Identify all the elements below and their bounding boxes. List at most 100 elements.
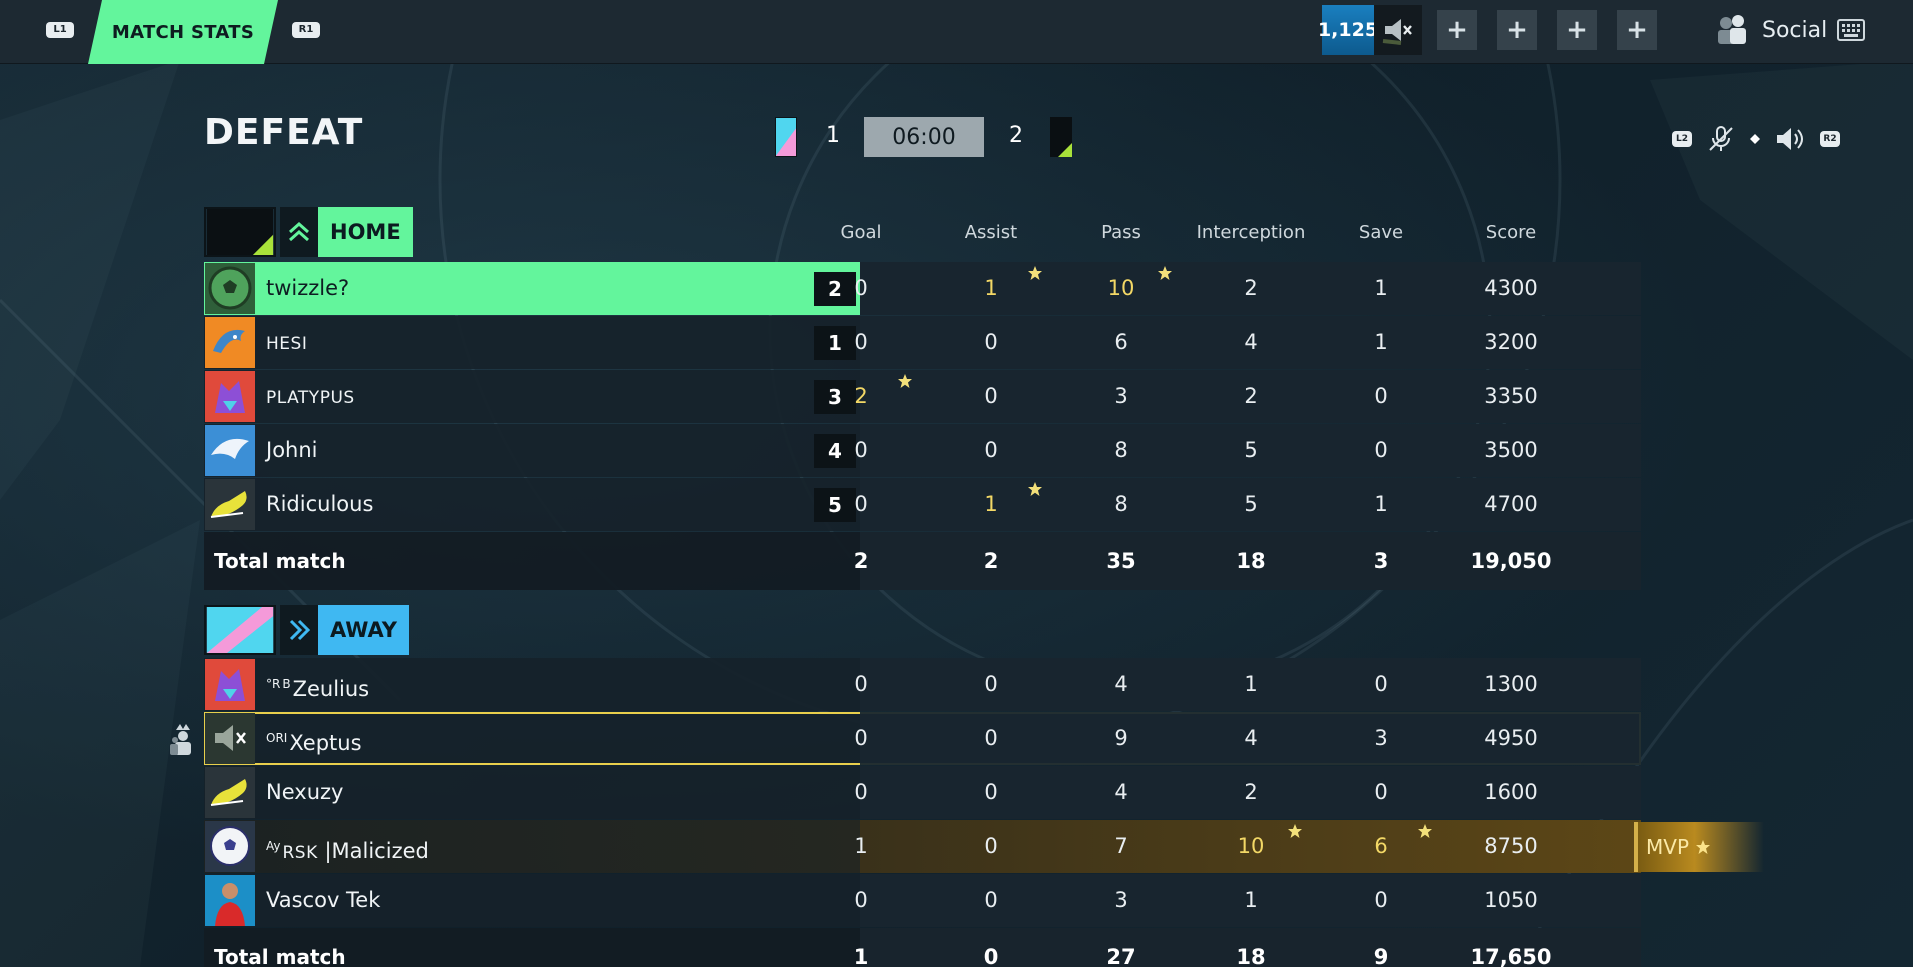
total-goal: 2 [853, 549, 869, 573]
speaker-icon[interactable] [1774, 124, 1806, 154]
column-header-pass: Pass [1101, 222, 1141, 243]
player-row[interactable]: Nexuzy 0 0 4 2 0 1600 [204, 766, 1641, 819]
player-number-badge: 1 [814, 326, 856, 360]
away-team-flag-icon [1050, 117, 1072, 157]
player-number-badge: 5 [814, 488, 856, 522]
column-header-goal: Goal [840, 222, 882, 243]
total-save: 9 [1373, 945, 1389, 967]
stat-goal: 0 [854, 438, 868, 462]
top-bar: L1 MATCH STATS R1 1,125 + + + + Social [0, 0, 1913, 64]
stat-score: 1050 [1484, 888, 1538, 912]
l1-button-hint[interactable]: L1 [46, 22, 74, 38]
party-slot-2[interactable]: + [1497, 10, 1537, 50]
r2-button-hint[interactable]: R2 [1820, 131, 1840, 147]
stat-goal: 0 [854, 492, 868, 516]
stat-goal: 0 [854, 672, 868, 696]
stat-save: 1 [1374, 492, 1388, 516]
player-row[interactable]: ORIXeptus 0 0 9 4 3 4950 [204, 712, 1641, 765]
player-name-text: HESI [266, 334, 308, 354]
star-icon [1157, 265, 1173, 281]
player-row[interactable]: PLATYPUS 3 2 0 3 2 0 3350 [204, 370, 1641, 423]
stat-goal: 0 [854, 330, 868, 354]
player-row[interactable]: HESI 1 0 0 6 4 1 3200 [204, 316, 1641, 369]
total-interception: 18 [1236, 945, 1266, 967]
player-row[interactable]: °R BZeulius 0 0 4 1 0 1300 [204, 658, 1641, 711]
player-number-badge: 4 [814, 434, 856, 468]
player-name-text: Nexuzy [266, 780, 344, 804]
stat-cells [860, 712, 1641, 765]
star-icon [1417, 823, 1433, 839]
player-row[interactable]: Ridiculous 5 0 1 8 5 1 4700 [204, 478, 1641, 531]
stat-assist: 0 [984, 888, 998, 912]
stat-score: 3500 [1484, 438, 1538, 462]
player-row[interactable]: Vascov Tek 0 0 3 1 0 1050 [204, 874, 1641, 927]
player-row[interactable]: Ay RSK |Malicized 1 0 7 10 6 8750 [204, 820, 1641, 873]
stat-score: 4300 [1484, 276, 1538, 300]
player-name: PLATYPUS [266, 370, 355, 423]
player-name-text: Johni [266, 438, 318, 462]
column-header-interception: Interception [1196, 222, 1306, 243]
stat-pass: 4 [1114, 780, 1128, 804]
player-name-text: |Malicized [324, 839, 429, 863]
stat-save: 0 [1374, 780, 1388, 804]
player-name: Ridiculous [266, 478, 373, 531]
stat-cells [860, 820, 1641, 873]
wolf-avatar [205, 659, 255, 710]
stat-cells [860, 370, 1641, 423]
star-icon [897, 373, 913, 389]
stat-assist: 1 [984, 276, 998, 300]
keyboard-icon [1837, 19, 1866, 41]
player-name: Johni [266, 424, 318, 477]
tab-match-stats[interactable]: MATCH STATS [88, 0, 278, 64]
player-name-text: Vascov Tek [266, 888, 381, 912]
yellow-boot-avatar [205, 479, 255, 530]
stat-interception: 10 [1237, 834, 1265, 858]
stat-assist: 0 [984, 384, 998, 408]
stat-pass: 7 [1114, 834, 1128, 858]
stat-save: 0 [1374, 672, 1388, 696]
social-label: Social [1762, 17, 1828, 43]
currency-counter[interactable]: 1,125 [1318, 5, 1378, 55]
match-result: DEFEAT [204, 112, 364, 153]
bird-avatar [205, 425, 255, 476]
stat-assist: 0 [984, 726, 998, 750]
stat-cells [860, 658, 1641, 711]
stat-interception: 2 [1244, 780, 1258, 804]
stat-assist: 0 [984, 438, 998, 462]
stat-goal: 0 [854, 726, 868, 750]
stat-assist: 1 [984, 492, 998, 516]
stat-score: 1600 [1484, 780, 1538, 804]
stat-save: 3 [1374, 726, 1388, 750]
player-row[interactable]: Johni 4 0 0 8 5 0 3500 [204, 424, 1641, 477]
stat-pass: 3 [1114, 384, 1128, 408]
stat-assist: 0 [984, 330, 998, 354]
l2-button-hint[interactable]: L2 [1672, 131, 1692, 147]
player-name: °R BZeulius [266, 658, 369, 711]
column-header-assist: Assist [964, 222, 1018, 243]
player-tag: Ay [266, 839, 281, 853]
player-tag: ORI [266, 731, 288, 745]
r1-button-hint[interactable]: R1 [292, 22, 320, 38]
total-score: 17,650 [1470, 945, 1552, 967]
mic-off-icon[interactable] [1706, 124, 1736, 154]
stat-pass: 3 [1114, 888, 1128, 912]
social-button[interactable]: Social [1712, 12, 1866, 48]
column-header-save: Save [1358, 222, 1404, 243]
stat-save: 0 [1374, 438, 1388, 462]
muted-speaker-icon[interactable] [1374, 5, 1422, 55]
soccer-ball-avatar [205, 821, 255, 872]
player-photo-avatar [205, 875, 255, 926]
stat-cells [860, 874, 1641, 927]
column-header-score: Score [1485, 222, 1537, 243]
total-interception: 18 [1236, 549, 1266, 573]
player-row[interactable]: twizzle? 2 0 1 10 2 1 4300 [204, 262, 1641, 315]
player-name-text: PLATYPUS [266, 388, 355, 408]
party-slot-3[interactable]: + [1557, 10, 1597, 50]
party-slot-4[interactable]: + [1617, 10, 1657, 50]
party-slot-1[interactable]: + [1437, 10, 1477, 50]
player-name: Ay RSK |Malicized [266, 820, 429, 873]
star-icon [1696, 840, 1710, 854]
mvp-label: MVP [1646, 835, 1689, 859]
total-assist: 0 [983, 945, 999, 967]
stat-score: 4700 [1484, 492, 1538, 516]
